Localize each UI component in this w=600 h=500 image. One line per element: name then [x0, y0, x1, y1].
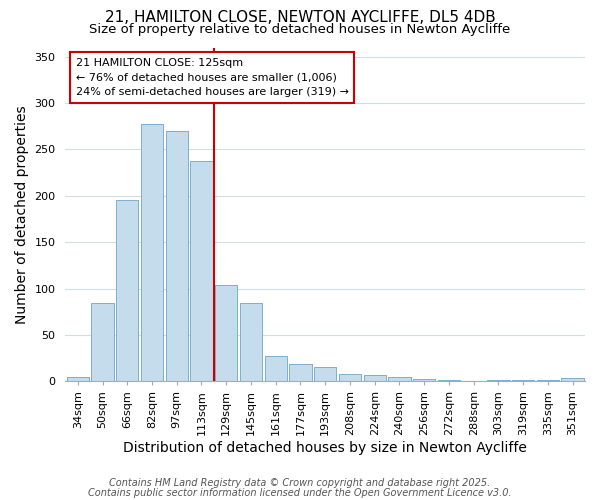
- Bar: [512, 380, 534, 382]
- Text: 21 HAMILTON CLOSE: 125sqm
← 76% of detached houses are smaller (1,006)
24% of se: 21 HAMILTON CLOSE: 125sqm ← 76% of detac…: [76, 58, 349, 97]
- X-axis label: Distribution of detached houses by size in Newton Aycliffe: Distribution of detached houses by size …: [123, 441, 527, 455]
- Bar: [190, 160, 212, 382]
- Bar: [215, 285, 238, 382]
- Bar: [166, 131, 188, 382]
- Y-axis label: Number of detached properties: Number of detached properties: [15, 105, 29, 324]
- Bar: [413, 380, 436, 382]
- Bar: [537, 380, 559, 382]
- Bar: [364, 375, 386, 382]
- Bar: [487, 380, 509, 382]
- Text: Contains public sector information licensed under the Open Government Licence v3: Contains public sector information licen…: [88, 488, 512, 498]
- Bar: [116, 200, 139, 382]
- Bar: [438, 380, 460, 382]
- Bar: [91, 304, 113, 382]
- Bar: [339, 374, 361, 382]
- Bar: [289, 364, 311, 382]
- Bar: [265, 356, 287, 382]
- Bar: [67, 376, 89, 382]
- Text: 21, HAMILTON CLOSE, NEWTON AYCLIFFE, DL5 4DB: 21, HAMILTON CLOSE, NEWTON AYCLIFFE, DL5…: [104, 10, 496, 25]
- Text: Contains HM Land Registry data © Crown copyright and database right 2025.: Contains HM Land Registry data © Crown c…: [109, 478, 491, 488]
- Bar: [141, 124, 163, 382]
- Bar: [562, 378, 584, 382]
- Bar: [240, 304, 262, 382]
- Bar: [314, 368, 337, 382]
- Text: Size of property relative to detached houses in Newton Aycliffe: Size of property relative to detached ho…: [89, 22, 511, 36]
- Bar: [388, 376, 410, 382]
